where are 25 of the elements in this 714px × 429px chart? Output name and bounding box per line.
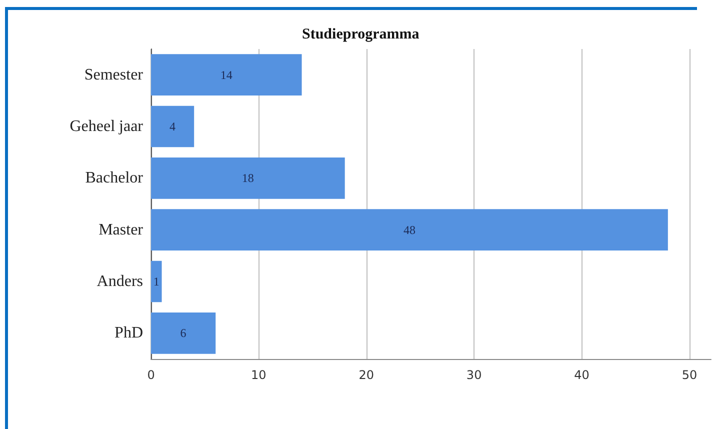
bar <box>151 54 302 96</box>
bar <box>151 158 345 199</box>
x-tick-label: 30 <box>466 368 482 382</box>
x-tick-label: 10 <box>251 368 266 382</box>
bar <box>151 312 216 354</box>
y-tick-label: Semester <box>84 66 144 84</box>
data-label: 1 <box>153 274 160 288</box>
y-tick-label: Master <box>98 221 144 238</box>
y-tick-label: Bachelor <box>85 170 144 187</box>
bar <box>151 209 668 250</box>
data-label: 48 <box>403 222 416 237</box>
x-tick-label: 50 <box>682 368 698 382</box>
x-tick-label: 40 <box>574 368 590 382</box>
y-tick-label: PhD <box>114 324 143 342</box>
x-tick-label: 20 <box>358 368 374 382</box>
data-label: 14 <box>220 68 232 82</box>
y-tick-label: Geheel jaar <box>70 118 144 135</box>
data-label: 4 <box>170 120 176 134</box>
data-label: 6 <box>180 326 186 340</box>
bar <box>151 260 162 302</box>
data-label: 18 <box>242 171 254 186</box>
chart-title: Studieprogramma <box>302 26 420 42</box>
x-tick-label: 0 <box>147 368 155 382</box>
y-tick-label: Anders <box>96 273 143 290</box>
bar <box>151 106 194 148</box>
